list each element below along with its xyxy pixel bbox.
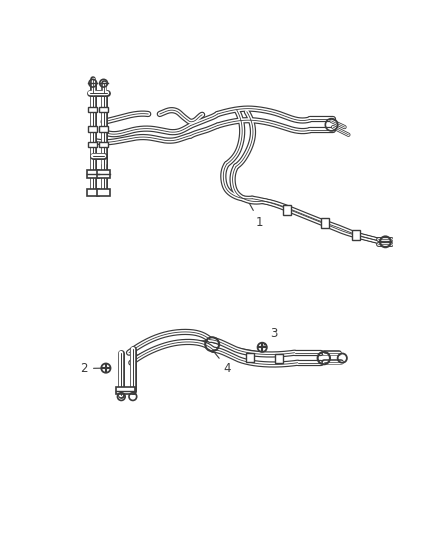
FancyBboxPatch shape: [97, 170, 110, 178]
Text: 1: 1: [248, 201, 264, 229]
FancyBboxPatch shape: [99, 107, 108, 112]
FancyBboxPatch shape: [87, 170, 99, 178]
FancyBboxPatch shape: [88, 107, 97, 112]
FancyBboxPatch shape: [88, 142, 97, 147]
FancyBboxPatch shape: [99, 126, 108, 132]
FancyBboxPatch shape: [88, 126, 97, 132]
FancyBboxPatch shape: [87, 189, 99, 196]
FancyBboxPatch shape: [321, 218, 329, 228]
FancyBboxPatch shape: [283, 205, 291, 215]
Text: 2: 2: [81, 362, 103, 375]
FancyBboxPatch shape: [116, 387, 135, 394]
Text: 4: 4: [214, 352, 231, 375]
FancyBboxPatch shape: [276, 354, 283, 364]
FancyBboxPatch shape: [97, 189, 110, 196]
FancyBboxPatch shape: [246, 353, 254, 362]
FancyBboxPatch shape: [99, 142, 108, 147]
FancyBboxPatch shape: [352, 230, 360, 239]
Text: 3: 3: [264, 327, 277, 345]
